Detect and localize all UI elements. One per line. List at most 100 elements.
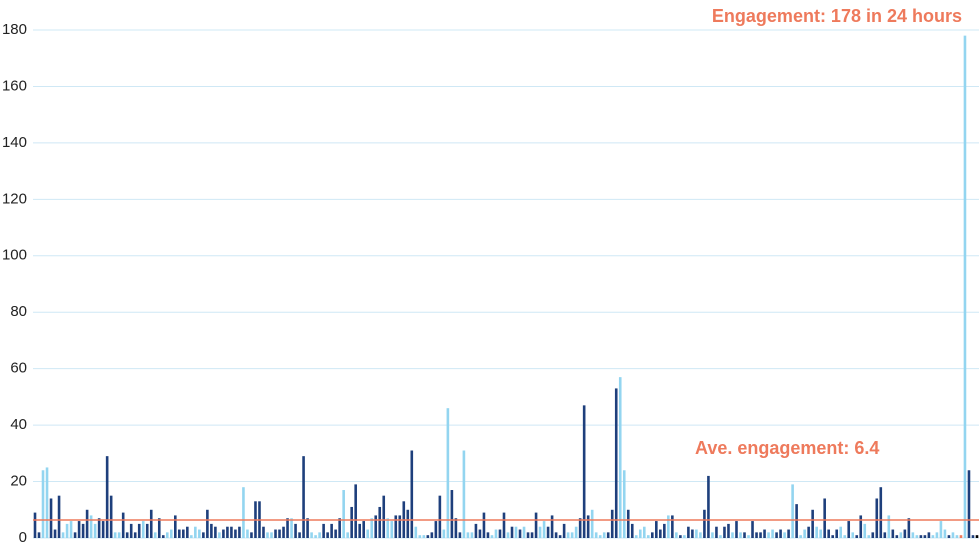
bar [795,504,798,538]
bar [542,521,546,538]
bar [675,532,678,538]
bar [410,450,414,538]
bar [558,535,562,538]
bar [502,512,506,538]
bar [667,515,670,538]
bar [442,529,446,538]
bar [626,509,630,538]
bar [454,518,458,538]
bar [867,535,871,538]
bar [350,506,353,538]
bar [33,512,37,538]
bar [875,498,879,538]
bar [306,518,309,538]
bar [586,515,590,538]
y-tick-label: 0 [19,529,27,545]
bar [843,535,847,538]
bar [45,467,49,538]
bar [174,515,177,538]
bar [919,535,923,538]
bar [434,521,438,538]
bar [642,526,646,538]
bar [514,526,518,538]
bar [41,470,45,538]
bar [578,518,582,538]
bar [117,532,121,538]
bar [566,532,570,538]
bar [318,532,321,538]
bar [482,512,486,538]
bar [759,532,762,538]
bar [638,529,642,538]
bar [763,529,766,538]
bar [438,495,442,538]
bar [113,532,117,538]
bar [73,532,77,538]
bar [282,526,285,538]
bar [651,532,654,538]
y-tick-label: 180 [2,21,27,38]
bar [703,509,706,538]
bar [418,535,422,538]
bar [839,526,843,538]
bar [298,532,301,538]
bar [807,526,810,538]
bar [210,523,213,538]
bar [198,529,201,538]
bar [590,509,594,538]
bar [169,529,173,538]
bar [863,523,867,538]
bar [947,535,951,538]
bar [506,532,510,538]
bar [274,529,277,538]
average-annotation: Ave. engagement: 6.4 [695,438,879,458]
bar [671,515,674,538]
bar [823,498,826,538]
bar [899,532,903,538]
bar [129,523,133,538]
bar [891,529,895,538]
bar [370,518,374,538]
bar [827,529,830,538]
bar [943,529,947,538]
bar [89,515,93,538]
y-tick-label: 160 [2,77,27,94]
bar [622,470,626,538]
bar [915,535,919,538]
bar [190,535,193,538]
bar [819,529,822,538]
bar [831,535,834,538]
bar [546,526,550,538]
bar [731,532,734,538]
bar [570,532,574,538]
bar [594,532,598,538]
bar [202,532,205,538]
bar [971,535,975,538]
bar [137,523,141,538]
bar [366,529,370,538]
bar [574,526,578,538]
bar [723,526,726,538]
bar [550,515,554,538]
bar [346,532,349,538]
bar [414,526,418,538]
bar [562,523,566,538]
y-tick-label: 20 [10,473,27,490]
bar [598,535,602,538]
bar [687,526,690,538]
bar [342,490,345,538]
bar [939,521,943,538]
bar [510,526,514,538]
bar [490,535,494,538]
bar [883,532,887,538]
bar [895,535,899,538]
bar [478,529,482,538]
bar [450,490,454,538]
bar [835,529,838,538]
bar [907,518,911,538]
y-tick-label: 100 [2,247,27,264]
bar [230,526,233,538]
bar [739,532,742,538]
bar [302,456,305,538]
bar [125,532,129,538]
